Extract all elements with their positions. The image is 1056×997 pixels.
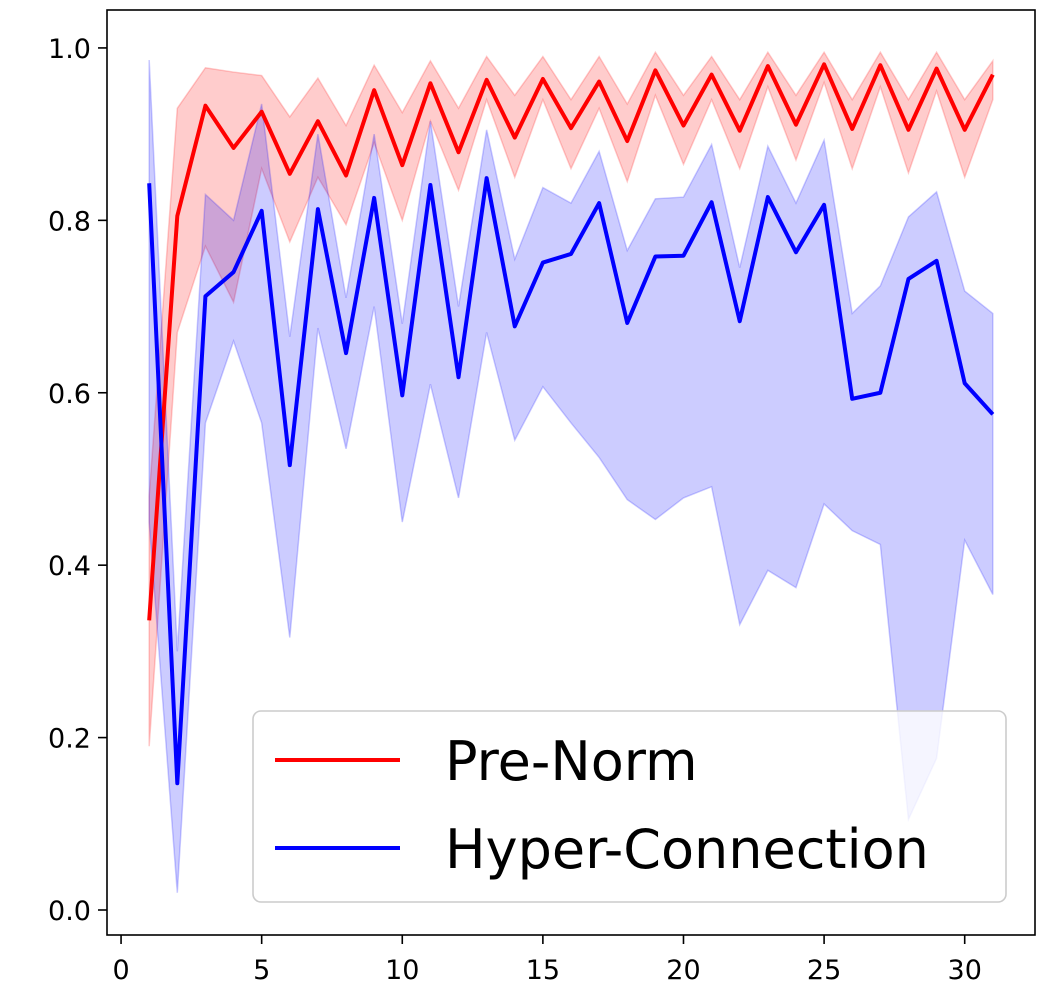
- y-tick-label: 0.2: [48, 724, 91, 755]
- y-tick-label: 0.8: [48, 206, 91, 237]
- y-axis: 0.0 0.2 0.4 0.6 0.8 1.0: [48, 34, 107, 927]
- x-tick-label: 20: [666, 955, 700, 986]
- line-hyper-connection: [147, 176, 995, 786]
- x-tick-label: 5: [253, 955, 270, 986]
- legend-label-hyper-connection: Hyper-Connection: [445, 818, 929, 881]
- y-tick-label: 1.0: [48, 34, 91, 65]
- y-tick-label: 0.6: [48, 379, 91, 410]
- x-tick-label: 30: [948, 955, 982, 986]
- legend: Pre-Norm Hyper-Connection: [252, 710, 1007, 903]
- series-lines: [147, 62, 995, 786]
- legend-label-pre-norm: Pre-Norm: [445, 730, 698, 793]
- x-tick-label: 15: [526, 955, 560, 986]
- line-pre-norm: [147, 62, 995, 621]
- legend-box: [252, 710, 1007, 903]
- plot-frame: [106, 9, 1036, 936]
- y-tick-label: 0.0: [48, 896, 91, 927]
- x-tick-label: 10: [385, 955, 419, 986]
- band-pre-norm: [148, 50, 994, 747]
- x-tick-label: 25: [807, 955, 841, 986]
- x-tick-label: 0: [112, 955, 129, 986]
- x-axis: 0 5 10 15 20 25 30: [112, 935, 982, 986]
- y-tick-label: 0.4: [48, 551, 91, 582]
